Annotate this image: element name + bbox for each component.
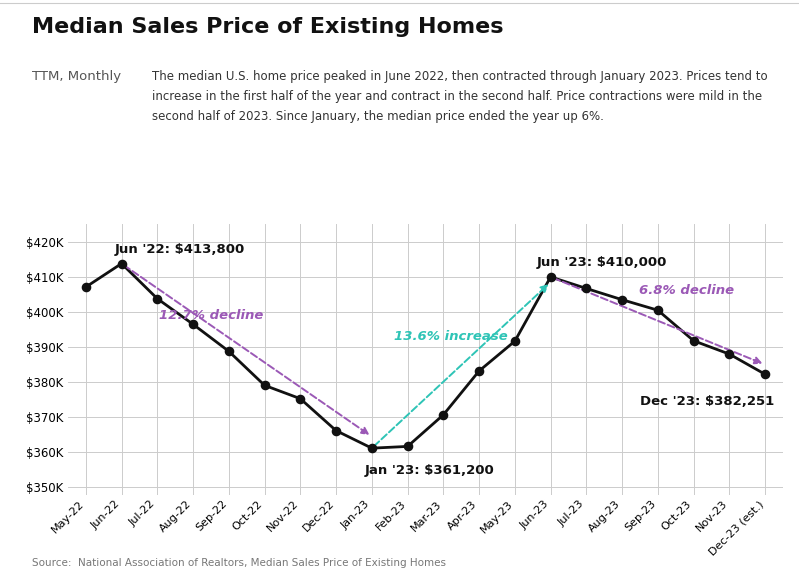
Point bbox=[508, 336, 521, 346]
Text: Dec '23: $382,251: Dec '23: $382,251 bbox=[640, 396, 774, 408]
Text: Jun '23: $410,000: Jun '23: $410,000 bbox=[536, 256, 666, 269]
Point bbox=[544, 273, 557, 282]
Point bbox=[437, 410, 450, 419]
Point bbox=[330, 426, 343, 435]
Point bbox=[222, 347, 235, 356]
Text: TTM, Monthly: TTM, Monthly bbox=[32, 70, 121, 83]
Point bbox=[294, 394, 307, 403]
Point bbox=[151, 294, 164, 303]
Point bbox=[651, 306, 664, 315]
Point bbox=[365, 443, 378, 453]
Point bbox=[79, 282, 92, 292]
Point bbox=[187, 320, 200, 329]
Point bbox=[115, 259, 128, 268]
Text: Jan '23: $361,200: Jan '23: $361,200 bbox=[364, 464, 495, 477]
Point bbox=[473, 366, 486, 375]
Text: Median Sales Price of Existing Homes: Median Sales Price of Existing Homes bbox=[32, 17, 503, 37]
Point bbox=[687, 336, 700, 346]
Point bbox=[723, 350, 736, 359]
Point bbox=[401, 442, 414, 451]
Text: 13.6% increase: 13.6% increase bbox=[394, 330, 507, 343]
Text: Jun '22: $413,800: Jun '22: $413,800 bbox=[114, 243, 244, 256]
Point bbox=[580, 284, 593, 293]
Text: Source:  National Association of Realtors, Median Sales Price of Existing Homes: Source: National Association of Realtors… bbox=[32, 558, 446, 568]
Point bbox=[759, 370, 772, 379]
Text: 6.8% decline: 6.8% decline bbox=[639, 285, 734, 297]
Text: 12.7% decline: 12.7% decline bbox=[159, 309, 263, 322]
Point bbox=[616, 295, 629, 304]
Text: The median U.S. home price peaked in June 2022, then contracted through January : The median U.S. home price peaked in Jun… bbox=[152, 70, 767, 123]
Point bbox=[258, 381, 271, 390]
